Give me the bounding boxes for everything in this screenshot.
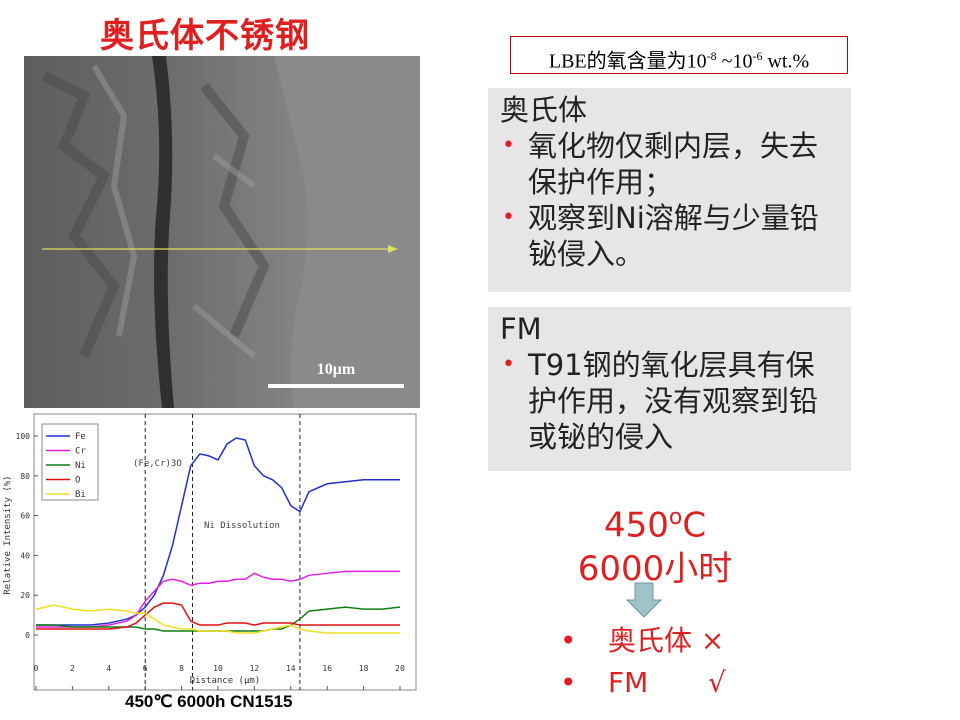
line-chart: 02040608010002468101214161820Distance (μ… [3,413,417,691]
conclusion-item: • FM √ [560,662,726,704]
conclusion-item: • 奥氏体 × [560,624,725,657]
x-tick-label: 16 [322,664,332,673]
fm-box: FM T91钢的氧化层具有保护作用，没有观察到铅或铋的侵入 [488,307,851,471]
legend-label: Cr [75,447,86,457]
bullet: 氧化物仅剩内层，失去保护作用； [502,128,841,200]
box-heading: 奥氏体 [500,93,588,127]
arrow-shape [626,582,662,618]
conclusion-mark: × [700,624,725,657]
duration: 6000小时 [577,549,733,590]
slide-title: 奥氏体不锈钢 [100,16,310,56]
texture [41,71,270,358]
y-tick-label: 0 [25,631,30,640]
bullet-list: T91钢的氧化层具有保护作用，没有观察到铅或铋的侵入 [500,347,841,455]
temp-degree: o [668,505,683,530]
x-tick-label: 14 [286,664,296,673]
legend-label: Ni [75,461,86,471]
austenite-box: 奥氏体 氧化物仅剩内层，失去保护作用； 观察到Ni溶解与少量铅铋侵入。 [488,88,851,292]
temp-unit: C [682,505,707,546]
condition: 450oC 6000小时 [540,496,770,591]
x-tick-label: 20 [395,664,405,673]
bullet: 观察到Ni溶解与少量铅铋侵入。 [502,200,841,272]
data-line [36,570,400,628]
y-tick-label: 60 [20,512,30,521]
legend-label: O [75,476,80,486]
legend-label: Fe [75,432,86,442]
conclusion-list: • 奥氏体 × • FM √ [560,620,726,704]
y-tick-label: 100 [16,432,31,441]
data-line [36,437,400,626]
down-arrow [626,582,662,618]
note-text: ~10 [716,50,753,73]
conclusion-label: FM [608,666,649,699]
note-exponent: -8 [706,49,717,63]
note-text: LBE的氧含量为10 [548,50,707,73]
data-line [36,602,400,630]
x-tick-label: 10 [213,664,223,673]
x-tick-label: 0 [34,664,39,673]
oxygen-note: LBE的氧含量为10-8 ~10-6 wt.% [510,36,848,74]
x-axis-label: Distance (μm) [190,676,260,686]
legend-label: Bi [75,490,86,500]
annotation: (Fe,Cr)3O [133,459,182,469]
temperature: 450oC [540,496,770,547]
conclusion-label: 奥氏体 [608,624,693,657]
conclusion-mark: √ [708,666,726,699]
x-tick-label: 18 [359,664,369,673]
data-line [35,604,400,634]
y-tick-label: 40 [20,551,30,560]
texture [91,64,256,359]
sem-image: 10μm [24,56,420,408]
x-tick-label: 12 [250,664,260,673]
bullet: T91钢的氧化层具有保护作用，没有观察到铅或铋的侵入 [502,347,841,455]
x-tick-label: 8 [179,664,184,673]
crack [152,56,174,408]
y-axis-label: Relative Intensity (%) [3,475,13,594]
temp-number: 450 [603,505,669,546]
chart-caption: 450℃ 6000h CN1515 [125,692,293,711]
box-heading: FM [500,312,542,346]
y-tick-label: 80 [20,472,30,481]
x-tick-label: 2 [70,664,75,673]
note-text: wt.% [762,50,810,73]
note-exponent: -6 [752,49,763,63]
x-tick-label: 4 [106,664,111,673]
scale-label: 10μm [317,361,356,378]
scan-arrow [388,245,398,253]
bullet-list: 氧化物仅剩内层，失去保护作用； 观察到Ni溶解与少量铅铋侵入。 [500,128,841,272]
scale-bar [268,384,404,388]
annotation: Ni Dissolution [204,521,280,531]
y-tick-label: 20 [20,591,30,600]
